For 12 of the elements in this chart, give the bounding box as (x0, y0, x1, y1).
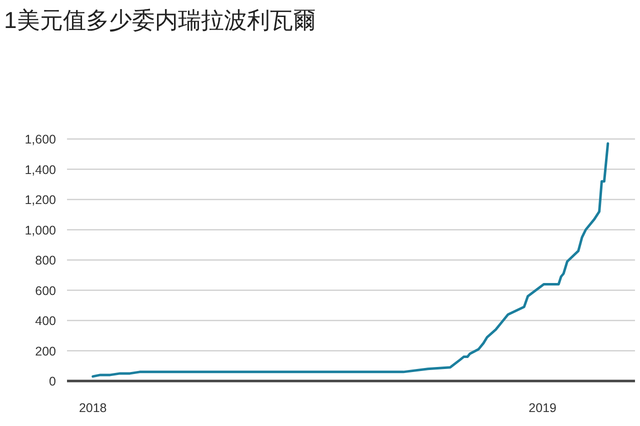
y-tick-label: 1,400 (24, 162, 56, 177)
y-tick-label: 200 (35, 344, 56, 358)
x-tick-label: 2018 (78, 401, 107, 415)
y-tick-label: 0 (49, 374, 56, 388)
y-tick-label: 1,200 (24, 193, 56, 207)
y-tick-label: 800 (35, 254, 56, 268)
y-tick-label: 1,000 (24, 223, 56, 238)
y-tick-label: 400 (35, 314, 56, 328)
y-tick-label: 600 (35, 284, 56, 298)
y-tick-label: 1,600 (24, 132, 56, 146)
x-tick-label: 2019 (528, 401, 557, 415)
chart-title: 1美元值多少委内瑞拉波利瓦爾 (4, 7, 316, 33)
